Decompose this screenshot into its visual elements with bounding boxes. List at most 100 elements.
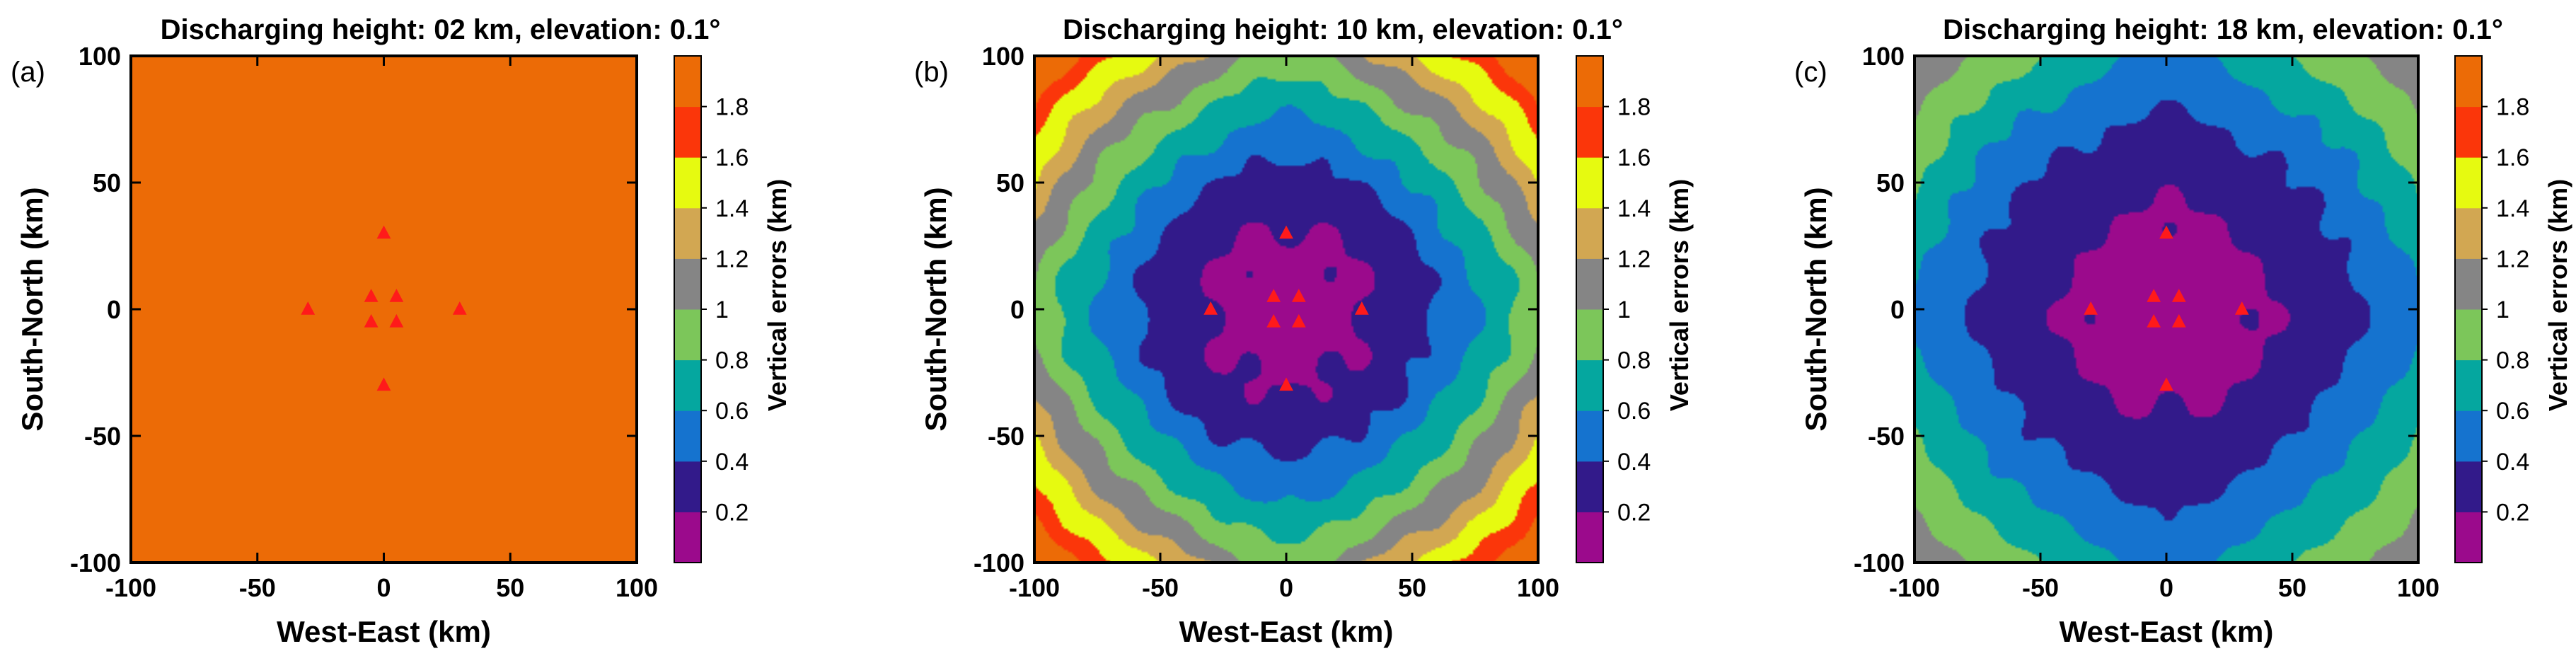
x-tick-label: 100 [616, 573, 658, 602]
x-tick-label: -100 [1009, 573, 1060, 602]
x-axis-label: West-East (km) [1179, 615, 1394, 648]
colorbar: 0.2 0.4 0.6 0.8 1 1.2 1.4 1.6 1.8 Vertical errors… [674, 55, 792, 563]
x-axis-label: West-East (km) [277, 615, 491, 648]
colorbar-segment [674, 157, 701, 209]
colorbar-tick-label: 0.2 [715, 499, 749, 526]
colorbar-tick-label: 0.4 [2496, 449, 2529, 476]
y-tick-label: -50 [988, 422, 1024, 451]
station-marker [1279, 377, 1293, 391]
colorbar-segment [2455, 56, 2482, 108]
colorbar-segment [1576, 512, 1603, 563]
station-marker [2147, 313, 2161, 328]
chart-title: Discharging height: 02 km, elevation: 0.… [161, 14, 721, 45]
contour-field [131, 56, 637, 563]
station-marker [389, 289, 404, 302]
colorbar-tick-label: 1.6 [2496, 144, 2529, 171]
colorbar-tick-label: 1 [715, 296, 729, 323]
station-marker [2159, 225, 2173, 239]
y-axis-label: South-North (km) [16, 187, 49, 431]
station-marker [2171, 313, 2186, 328]
colorbar-label: Vertical errors (km) [763, 179, 792, 411]
colorbar-segment [2455, 309, 2482, 361]
colorbar-tick-label: 0.4 [1617, 449, 1651, 476]
colorbar-tick-label: 1.8 [2496, 94, 2529, 121]
colorbar-tick-label: 1.6 [1617, 144, 1651, 171]
colorbar-tick-label: 1.4 [2496, 195, 2529, 222]
contour-field [1914, 56, 2418, 563]
colorbar-label: Vertical errors (km) [2543, 179, 2572, 411]
colorbar-segment [1576, 410, 1603, 462]
colorbar-segment [2455, 461, 2482, 512]
colorbar-segment [2455, 157, 2482, 209]
colorbar-segment [1576, 56, 1603, 108]
colorbar-segment [1576, 309, 1603, 361]
colorbar-tick-label: 1 [2496, 296, 2509, 323]
x-tick-label: 50 [496, 573, 524, 602]
colorbar-segment [674, 359, 701, 411]
contour-field [1034, 56, 1538, 563]
station-marker [1291, 313, 1306, 328]
y-tick-label: 0 [1890, 295, 1905, 324]
colorbar-segment [674, 309, 701, 361]
y-tick-label: -50 [1868, 422, 1905, 451]
panel-label: (a) [11, 57, 45, 88]
station-marker [2147, 289, 2161, 302]
colorbar-tick-label: 0.8 [715, 347, 749, 374]
y-tick-label: 0 [107, 295, 121, 324]
station-marker [1203, 301, 1218, 315]
station-marker [1266, 289, 1281, 302]
station-marker [2159, 377, 2173, 391]
y-tick-label: 50 [996, 168, 1024, 197]
station-marker [301, 301, 316, 315]
y-axis-label: South-North (km) [1799, 187, 1832, 431]
colorbar-segment [2455, 258, 2482, 310]
colorbar-segment [1576, 359, 1603, 411]
colorbar-segment [674, 461, 701, 512]
colorbar-segment [1576, 461, 1603, 512]
colorbar-tick-label: 1.2 [715, 246, 749, 272]
x-axis-label: West-East (km) [2060, 615, 2274, 648]
station-marker [1279, 225, 1293, 239]
station-marker [364, 289, 379, 302]
colorbar-segment [1576, 106, 1603, 158]
colorbar-tick-label: 0.8 [2496, 347, 2529, 374]
colorbar-tick-label: 1.2 [1617, 246, 1651, 272]
x-tick-label: -50 [2022, 573, 2059, 602]
colorbar-segment [1576, 157, 1603, 209]
panel-label: (c) [1794, 57, 1827, 88]
colorbar-tick-label: 0.2 [1617, 499, 1651, 526]
colorbar-tick-label: 1 [1617, 296, 1631, 323]
colorbar-tick-label: 1.4 [1617, 195, 1651, 222]
colorbar-tick-label: 0.6 [2496, 398, 2529, 425]
panel-b: -100 -50 0 50 100 -100 -50 0 50 100 Discharging he… [914, 14, 1694, 648]
colorbar-tick-label: 0.6 [715, 398, 749, 425]
station-marker [376, 377, 391, 391]
station-marker [389, 313, 404, 328]
colorbar-segment [1576, 207, 1603, 259]
y-tick-label: -50 [84, 422, 121, 451]
panel-c: -100 -50 0 50 100 -100 -50 0 50 100 Discharging he… [1794, 14, 2572, 648]
colorbar-segment [674, 410, 701, 462]
y-tick-label: 50 [93, 168, 121, 197]
x-tick-label: 100 [2397, 573, 2439, 602]
colorbar-segment [674, 207, 701, 259]
colorbar-segment [674, 512, 701, 563]
x-tick-label: 100 [1517, 573, 1559, 602]
y-tick-label: 50 [1876, 168, 1905, 197]
station-marker [1354, 301, 1369, 315]
station-marker [452, 301, 467, 315]
chart-title: Discharging height: 10 km, elevation: 0.… [1063, 14, 1623, 45]
colorbar-tick-label: 0.4 [715, 449, 749, 476]
y-tick-label: -100 [974, 548, 1024, 577]
colorbar-segment [2455, 207, 2482, 259]
station-marker [376, 225, 391, 239]
colorbar-tick-label: 1.8 [1617, 94, 1651, 121]
x-tick-label: 50 [1398, 573, 1426, 602]
colorbar-tick-label: 0.2 [2496, 499, 2529, 526]
colorbar-segment [2455, 512, 2482, 563]
colorbar-tick-label: 1.2 [2496, 246, 2529, 272]
colorbar-label: Vertical errors (km) [1665, 179, 1694, 411]
y-tick-label: 100 [79, 42, 121, 71]
colorbar: 0.2 0.4 0.6 0.8 1 1.2 1.4 1.6 1.8 Vertical errors… [2454, 55, 2572, 563]
